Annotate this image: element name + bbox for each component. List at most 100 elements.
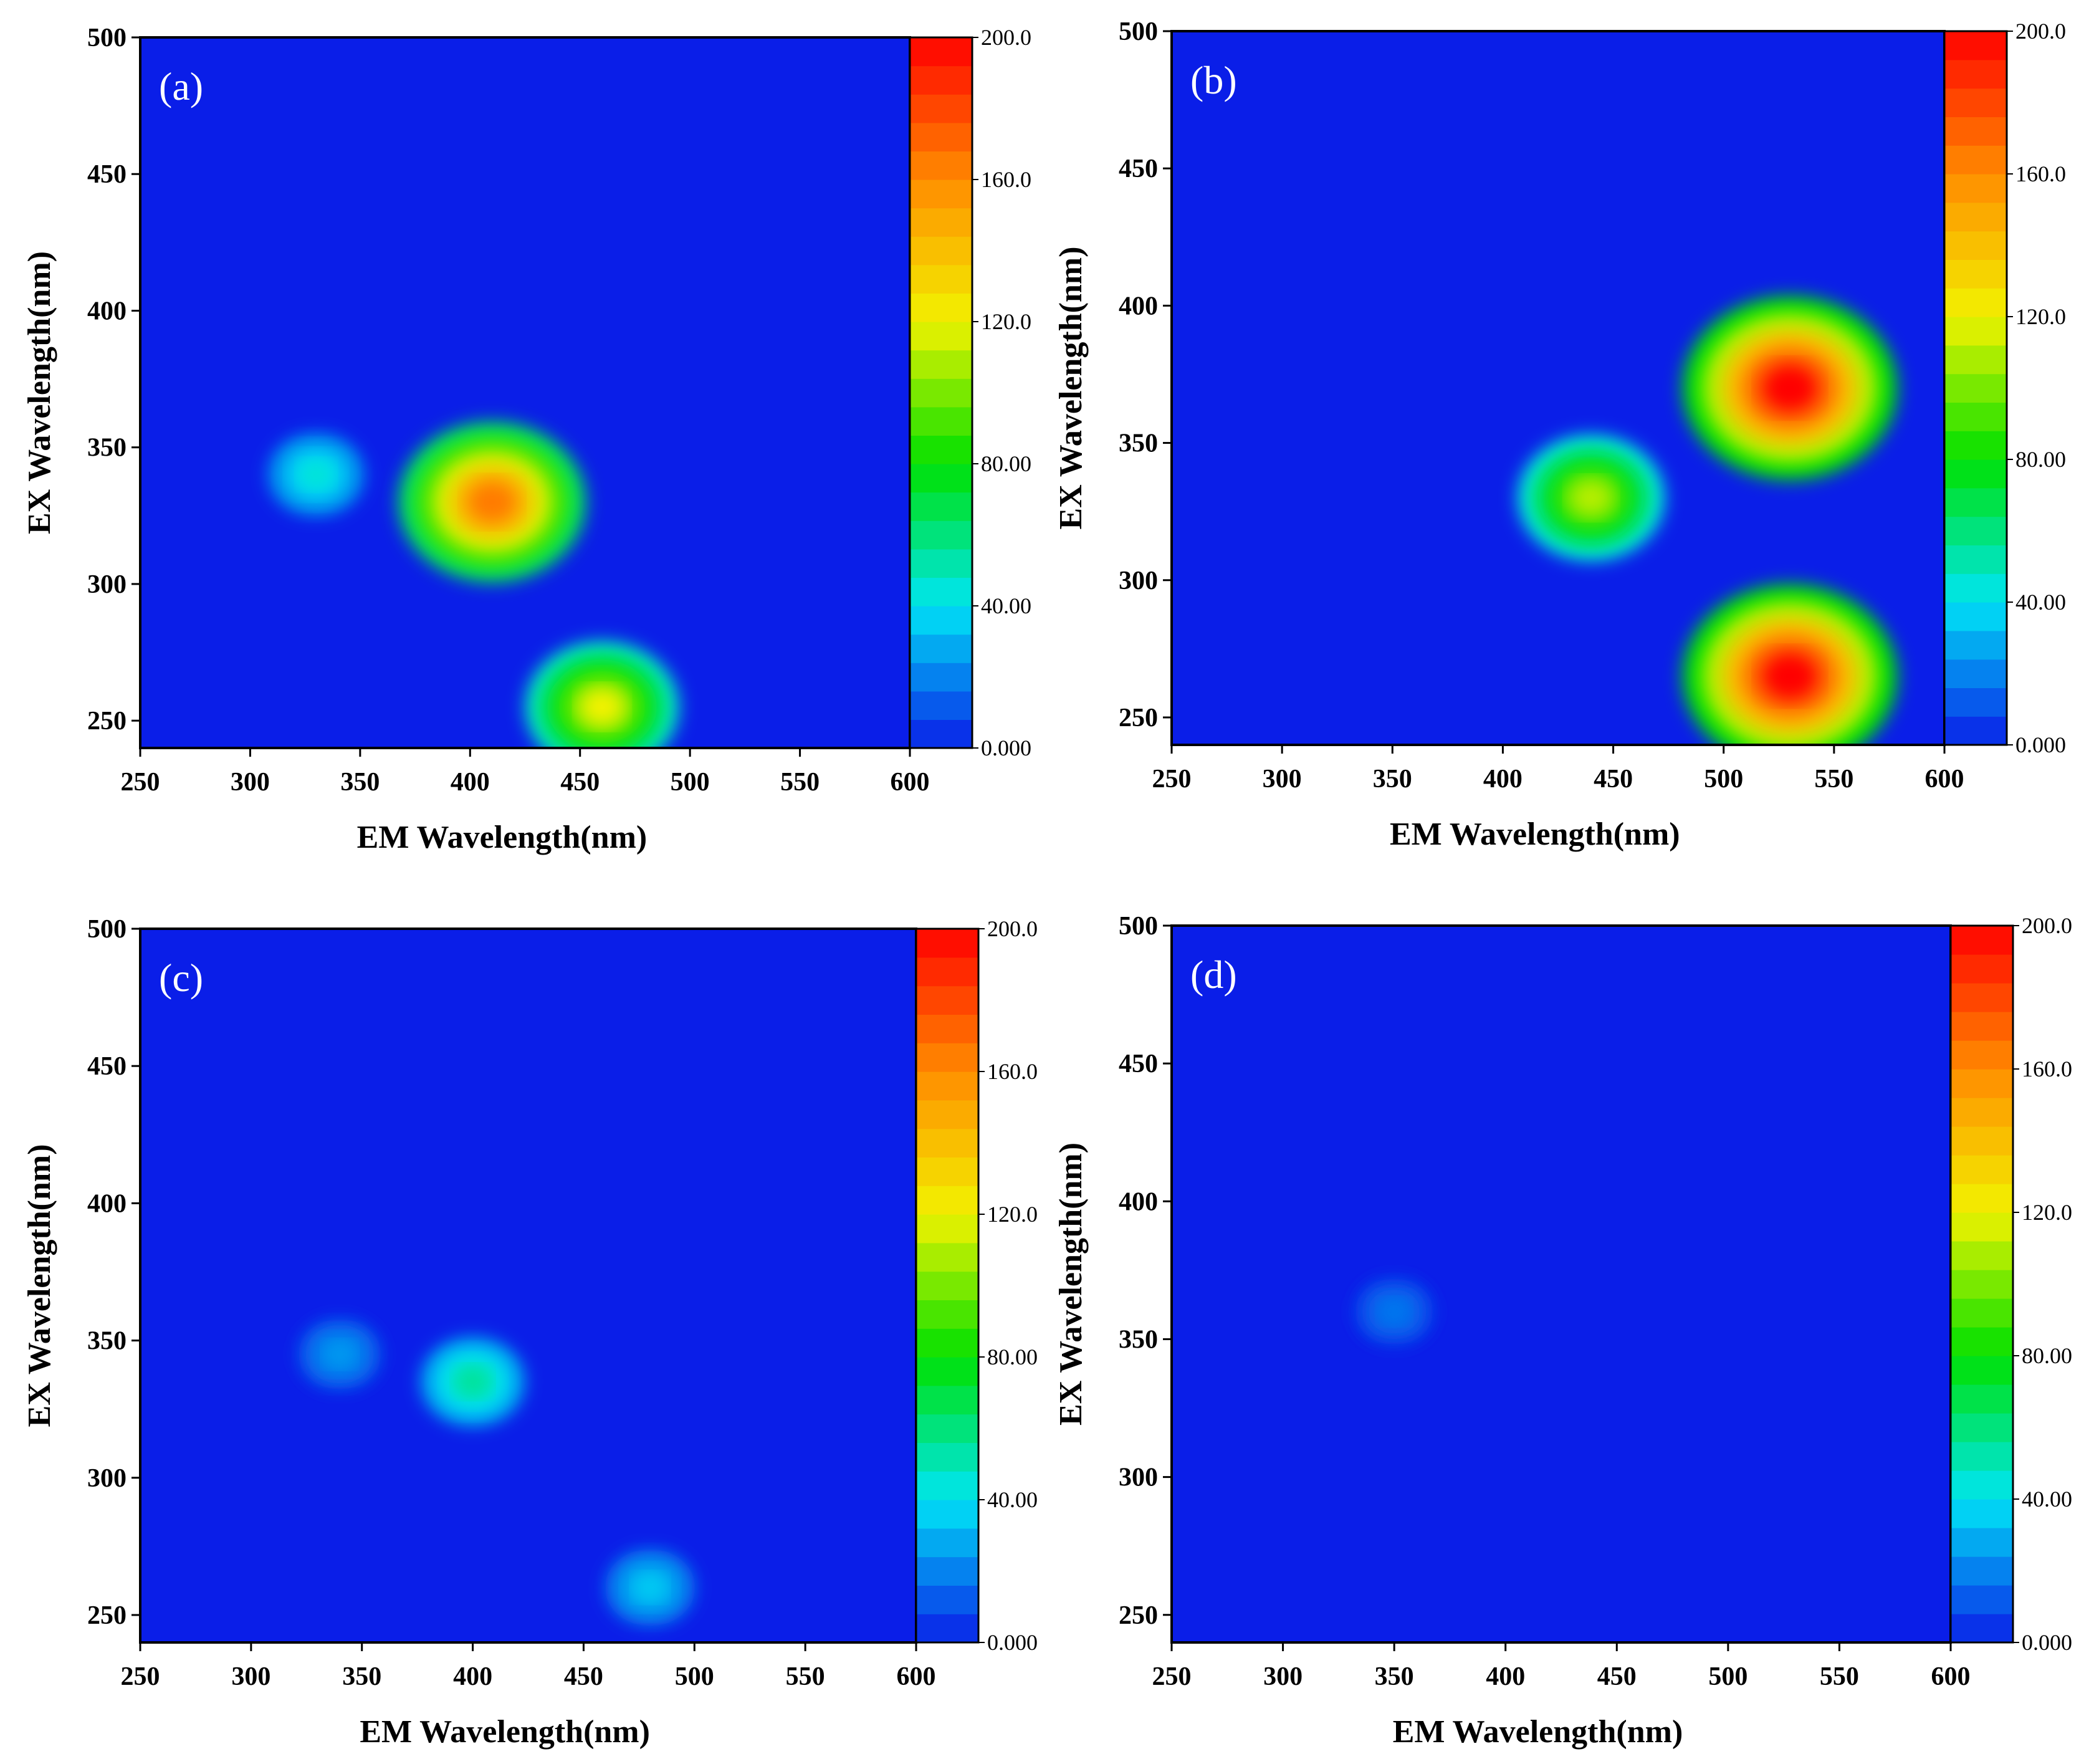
colorbar-step	[1944, 688, 2007, 717]
colorbar-step	[1951, 1528, 2013, 1557]
colorbar-step	[916, 1585, 978, 1614]
y-tick-label: 350	[1119, 1325, 1158, 1354]
y-tick-label: 250	[1119, 704, 1158, 732]
colorbar-tick-label: 40.00	[987, 1487, 1038, 1512]
x-tick-label: 500	[1708, 1662, 1747, 1691]
plot-area	[139, 36, 911, 749]
colorbar-step	[910, 37, 972, 67]
y-tick-label: 350	[87, 434, 127, 463]
x-tick-label: 300	[1263, 1662, 1303, 1691]
colorbar-step	[916, 1442, 978, 1472]
colorbar-tick-label: 0.000	[2022, 1630, 2072, 1655]
colorbar-tick-label: 160.0	[2015, 161, 2066, 186]
colorbar: 0.000 40.00 80.00 120.0 160.0 200.0	[1943, 19, 2066, 757]
x-tick-label: 350	[1373, 765, 1412, 793]
x-tick-label: 450	[1594, 765, 1633, 793]
colorbar-step	[910, 236, 972, 266]
colorbar-step	[1944, 31, 2007, 60]
colorbar-step	[1944, 88, 2007, 117]
y-tick-label: 500	[1119, 17, 1158, 46]
y-axis-title: EX Wavelength(nm)	[1053, 1143, 1089, 1426]
intensity-peak-1-level-5	[1762, 364, 1818, 412]
colorbar-step	[1944, 345, 2007, 375]
colorbar-tick-label: 40.00	[981, 593, 1031, 618]
intensity-peak-3-level-5	[300, 461, 332, 488]
colorbar-tick-label: 40.00	[2022, 1487, 2072, 1512]
y-axis-title: EX Wavelength(nm)	[1053, 246, 1089, 529]
x-tick-label: 550	[1814, 765, 1853, 793]
intensity-peak-1-level-5	[467, 481, 517, 524]
x-tick-label: 400	[1483, 765, 1523, 793]
colorbar-step	[916, 1357, 978, 1386]
colorbar-step	[910, 94, 972, 123]
x-tick-label: 500	[675, 1662, 714, 1691]
y-tick-label: 450	[1119, 155, 1158, 183]
colorbar-step	[916, 1043, 978, 1072]
colorbar-tick-label: 120.0	[2015, 304, 2066, 329]
intensity-peak-1-level-5	[1380, 1300, 1408, 1323]
colorbar-step	[1944, 431, 2007, 460]
colorbar-step	[916, 985, 978, 1015]
x-tick-label: 250	[1152, 765, 1192, 793]
colorbar-step	[916, 1328, 978, 1358]
intensity-peak-3-level-5	[1570, 480, 1612, 515]
colorbar-step	[910, 180, 972, 209]
x-axis-title: EM Wavelength(nm)	[1390, 817, 1680, 852]
x-tick-label: 250	[121, 768, 160, 797]
colorbar-tick-label: 40.00	[2015, 590, 2066, 615]
x-tick-label: 600	[891, 768, 930, 797]
colorbar-step	[910, 378, 972, 408]
colorbar-step	[1951, 954, 2013, 984]
intensity-peak-2-level-5	[1762, 653, 1818, 700]
colorbar-step	[1951, 1413, 2013, 1442]
colorbar-step	[910, 464, 972, 493]
x-tick-label: 600	[1931, 1662, 1971, 1691]
colorbar: 0.000 40.00 80.00 120.0 160.0 200.0	[909, 25, 1031, 760]
colorbar-step	[1944, 659, 2007, 688]
x-tick-label: 400	[453, 1662, 492, 1691]
x-tick-label: 300	[231, 1662, 270, 1691]
y-tick-label: 500	[87, 24, 127, 52]
colorbar-step	[1951, 926, 2013, 955]
colorbar-step	[1944, 317, 2007, 346]
y-tick-label: 400	[1119, 1187, 1158, 1216]
x-tick-label: 250	[121, 1662, 160, 1691]
colorbar-step	[1951, 1614, 2013, 1643]
colorbar-step	[1951, 1327, 2013, 1356]
panel-label: (d)	[1190, 952, 1237, 997]
colorbar-step	[1944, 402, 2007, 431]
colorbar-step	[916, 1186, 978, 1215]
colorbar-step	[916, 1556, 978, 1586]
y-tick-label: 300	[87, 1464, 127, 1493]
colorbar-tick-label: 160.0	[987, 1059, 1038, 1084]
colorbar-step	[1951, 1384, 2013, 1414]
x-tick-label: 550	[786, 1662, 825, 1691]
x-tick-label: 350	[1375, 1662, 1414, 1691]
colorbar-tick-label: 80.00	[2015, 447, 2066, 472]
colorbar-step	[1944, 259, 2007, 289]
colorbar-step	[916, 929, 978, 958]
colorbar-step	[1951, 1356, 2013, 1385]
colorbar-step	[1951, 1040, 2013, 1070]
colorbar: 0.000 40.00 80.00 120.0 160.0 200.0	[915, 916, 1038, 1655]
colorbar-step	[1951, 1585, 2013, 1614]
colorbar-tick-label: 80.00	[2022, 1343, 2072, 1368]
colorbar-step	[910, 293, 972, 322]
colorbar-step	[1944, 288, 2007, 317]
colorbar-tick-label: 80.00	[981, 451, 1031, 476]
colorbar-step	[1951, 1241, 2013, 1270]
x-tick-label: 450	[1597, 1662, 1637, 1691]
colorbar-step	[916, 1414, 978, 1443]
x-tick-label: 300	[231, 768, 270, 797]
y-tick-label: 300	[1119, 567, 1158, 595]
colorbar-step	[910, 65, 972, 95]
y-tick-label: 350	[87, 1327, 127, 1356]
colorbar-tick-label: 120.0	[2022, 1200, 2072, 1225]
colorbar-step	[916, 1300, 978, 1329]
y-tick-label: 450	[87, 160, 127, 189]
colorbar-step	[1944, 59, 2007, 89]
colorbar-step	[1951, 1298, 2013, 1328]
colorbar-step	[910, 606, 972, 635]
colorbar-border	[1943, 30, 2008, 746]
x-tick-label: 400	[1486, 1662, 1525, 1691]
